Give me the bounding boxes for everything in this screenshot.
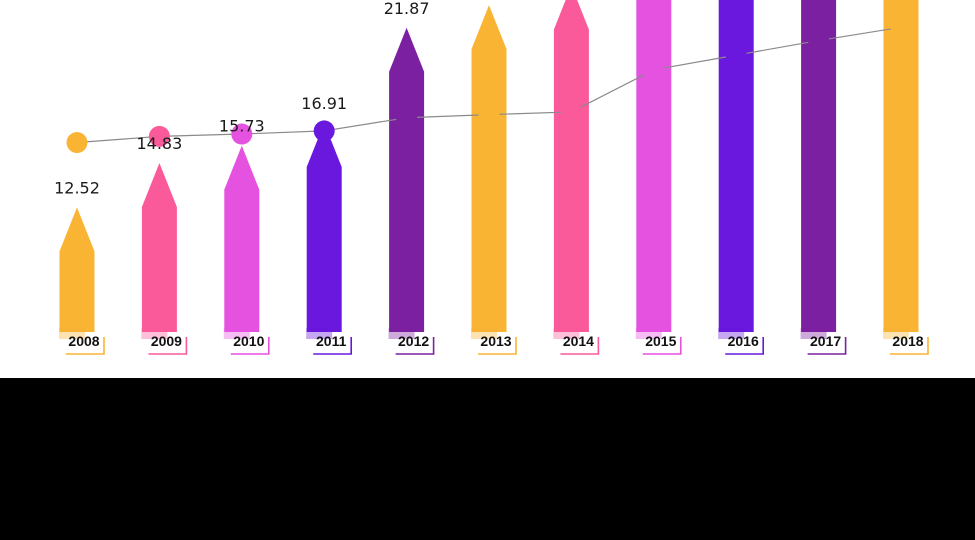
year-tag-bg-2015 bbox=[635, 328, 662, 339]
bar-2011 bbox=[306, 123, 342, 332]
trend-dot-2008 bbox=[66, 132, 88, 154]
year-label-2014: 2014 bbox=[563, 333, 594, 349]
year-tag-bg-2008 bbox=[59, 328, 85, 339]
year-tag-frame-2014 bbox=[560, 337, 600, 355]
trend-dot-2014 bbox=[560, 101, 582, 123]
year-label-2009: 2009 bbox=[151, 333, 182, 349]
year-label-2017: 2017 bbox=[810, 333, 841, 349]
year-tag-bg-2012 bbox=[388, 328, 415, 339]
trend-dot-2016 bbox=[725, 44, 747, 66]
year-tag-frame-2013 bbox=[478, 337, 517, 355]
year-tag-bg-2010 bbox=[223, 328, 250, 339]
bar-2015 bbox=[636, 0, 672, 332]
year-label-2012: 2012 bbox=[398, 333, 429, 349]
year-tag-frame-2012 bbox=[395, 337, 435, 355]
year-tag-frame-2016 bbox=[725, 337, 764, 355]
trend-dot-2009 bbox=[148, 125, 170, 147]
trend-dot-2013 bbox=[478, 104, 500, 126]
year-tag-bg-2013 bbox=[471, 328, 497, 339]
trend-dot-2018 bbox=[890, 16, 912, 38]
bar-2009 bbox=[141, 162, 177, 332]
trend-dot-2010 bbox=[231, 123, 253, 145]
bar-2013 bbox=[471, 5, 507, 332]
year-label-2016: 2016 bbox=[728, 333, 759, 349]
value-label-2010: 15.73 bbox=[219, 117, 265, 136]
year-tag-frame-2017 bbox=[807, 337, 847, 355]
chart-area: 2008 2009 2010 2011 2012 2013 2014 2015 2016 2017… bbox=[0, 0, 975, 378]
year-tag-frame-2011 bbox=[313, 337, 352, 355]
trend-dot-2011 bbox=[313, 120, 335, 142]
bar-2016 bbox=[718, 0, 754, 332]
value-label-2009: 14.83 bbox=[136, 134, 182, 153]
bar-2014 bbox=[553, 0, 589, 332]
year-tag-bg-2011 bbox=[306, 328, 333, 339]
bar-2010 bbox=[224, 145, 260, 332]
bar-line-chart: 2008 2009 2010 2011 2012 2013 2014 2015 2016 2017… bbox=[54, 0, 929, 355]
bar-2017 bbox=[801, 0, 837, 332]
trend-dot-2012 bbox=[396, 107, 418, 129]
bars-layer bbox=[59, 0, 919, 333]
year-tag-frame-2009 bbox=[148, 337, 188, 355]
trend-dot-2017 bbox=[808, 30, 830, 52]
year-label-2010: 2010 bbox=[233, 333, 264, 349]
bar-2018 bbox=[883, 0, 919, 332]
trend-dot-2015 bbox=[643, 59, 665, 81]
year-label-2013: 2013 bbox=[480, 333, 511, 349]
year-labels-layer: 2008 2009 2010 2011 2012 2013 2014 2015 2016 2017… bbox=[59, 328, 929, 355]
value-label-2008: 12.52 bbox=[54, 178, 100, 197]
year-tag-bg-2016 bbox=[718, 328, 745, 339]
year-tag-frame-2010 bbox=[230, 337, 270, 355]
year-tag-frame-2008 bbox=[66, 337, 105, 355]
black-footer-area bbox=[0, 378, 975, 540]
value-label-2011: 16.91 bbox=[301, 94, 347, 113]
bar-2012 bbox=[389, 27, 425, 333]
year-tag-bg-2009 bbox=[141, 328, 168, 339]
year-tag-bg-2017 bbox=[800, 328, 827, 339]
year-tag-frame-2018 bbox=[890, 337, 929, 355]
trend-dots-layer bbox=[66, 16, 912, 154]
value-label-2012: 21.87 bbox=[384, 0, 430, 18]
year-tag-bg-2014 bbox=[553, 328, 580, 339]
year-label-2018: 2018 bbox=[892, 333, 923, 349]
year-tag-bg-2018 bbox=[883, 328, 909, 339]
year-label-2015: 2015 bbox=[645, 333, 676, 349]
year-label-2011: 2011 bbox=[316, 333, 347, 349]
year-tag-frame-2015 bbox=[642, 337, 682, 355]
bar-2008 bbox=[59, 207, 95, 332]
year-label-2008: 2008 bbox=[68, 333, 99, 349]
